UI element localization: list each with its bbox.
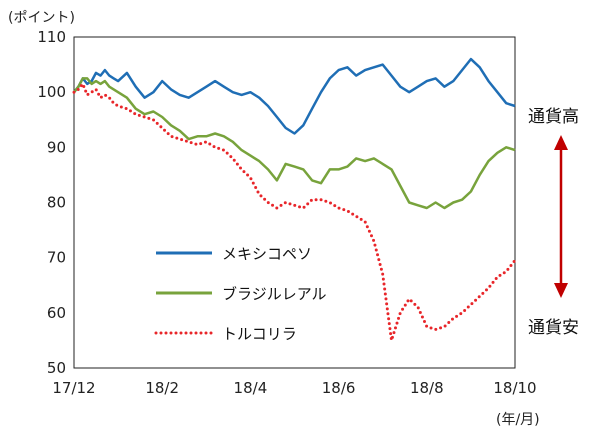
x-tick-labels: 17/12 18/2 18/4 18/6 18/8 18/10 — [52, 379, 536, 397]
currency-direction-arrow — [554, 135, 568, 298]
currency-strong-label: 通貨高 — [528, 107, 579, 127]
y-tick-label: 70 — [47, 249, 66, 267]
legend-label-1: ブラジルレアル — [222, 285, 327, 303]
legend-label-2: トルコリラ — [222, 325, 297, 343]
y-axis-unit-label: (ポイント) — [8, 10, 75, 26]
series-line-2 — [72, 82, 517, 342]
x-tick-label: 17/12 — [52, 379, 95, 397]
series-layer — [72, 57, 517, 342]
currency-weak-label: 通貨安 — [528, 318, 579, 338]
x-tick-label: 18/8 — [410, 379, 444, 397]
y-tick-label: 90 — [47, 138, 66, 156]
x-tick-label: 18/6 — [322, 379, 356, 397]
y-tick-label: 110 — [37, 28, 66, 46]
y-tick-label: 100 — [37, 83, 66, 101]
y-tick-label: 80 — [47, 194, 66, 212]
series-line-0 — [73, 57, 516, 135]
y-tick-labels: 110 100 90 80 70 60 50 — [37, 28, 66, 377]
x-tick-label: 18/10 — [493, 379, 536, 397]
plot-area-frame — [73, 36, 516, 369]
legend-label-0: メキシコペソ — [222, 245, 312, 263]
x-tick-label: 18/2 — [145, 379, 179, 397]
series-line-1 — [73, 77, 516, 210]
y-tick-label: 50 — [47, 359, 66, 377]
y-tick-label: 60 — [47, 304, 66, 322]
x-tick-label: 18/4 — [234, 379, 268, 397]
x-axis-unit-label: (年/月) — [496, 412, 540, 428]
